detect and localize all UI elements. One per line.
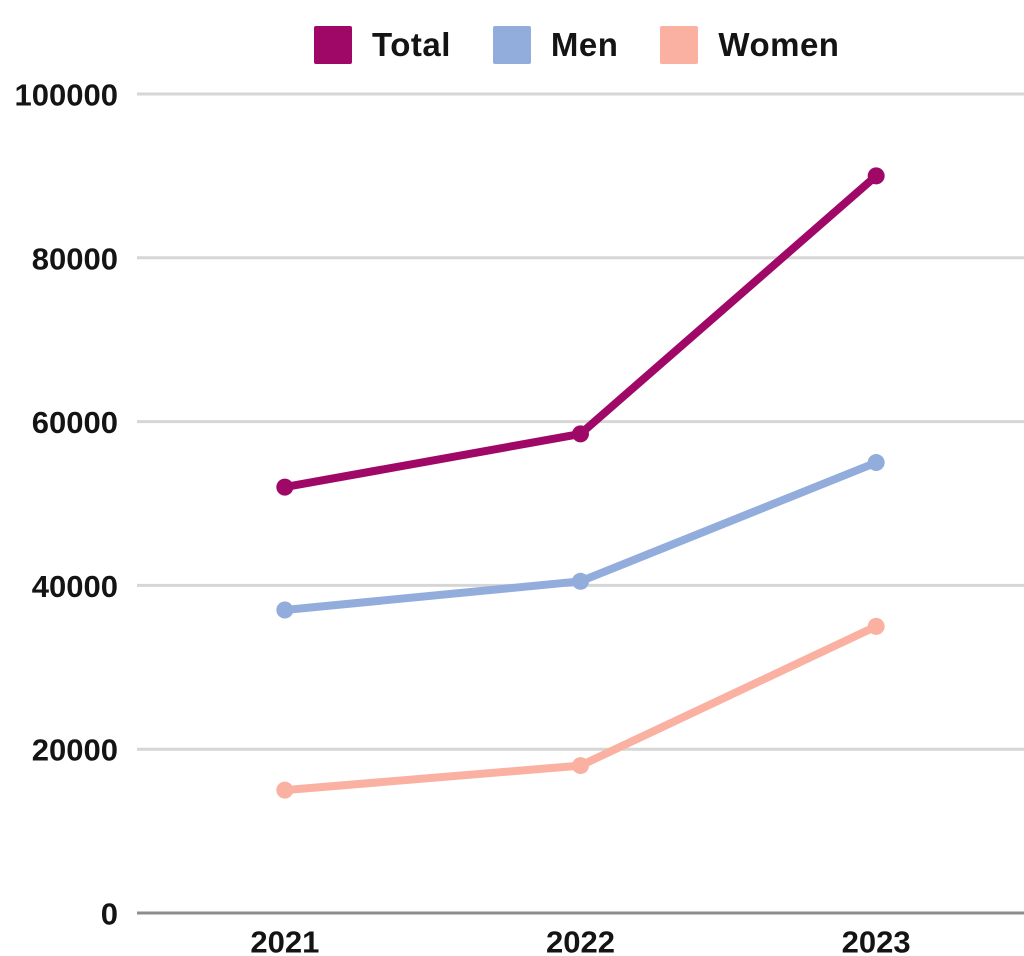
y-tick-label: 60000: [32, 405, 118, 440]
data-point-women-2023: [867, 617, 885, 635]
y-tick-label: 80000: [32, 241, 118, 276]
data-point-total-2023: [867, 167, 885, 185]
legend-item-total: Total: [314, 26, 451, 64]
y-tick-label: 40000: [32, 569, 118, 604]
data-point-men-2021: [276, 601, 294, 619]
legend-label-total: Total: [372, 26, 451, 63]
data-point-total-2021: [276, 478, 294, 496]
x-tick-label: 2021: [250, 925, 319, 956]
legend-swatch-total: [314, 26, 352, 64]
data-point-women-2021: [276, 781, 294, 799]
x-tick-label: 2022: [546, 925, 615, 956]
data-point-men-2022: [572, 572, 589, 590]
legend-swatch-women: [660, 26, 699, 64]
y-tick-label: 20000: [32, 733, 118, 768]
y-tick-label: 0: [101, 897, 118, 932]
legend-item-men: Men: [492, 26, 619, 64]
legend-label-men: Men: [550, 26, 619, 63]
legend-label-women: Women: [718, 26, 840, 63]
x-tick-label: 2023: [842, 925, 911, 956]
data-point-total-2022: [572, 425, 589, 443]
chart-legend: Total Men Women: [314, 26, 839, 64]
y-tick-label: 100000: [15, 78, 118, 113]
data-point-women-2022: [572, 757, 589, 775]
legend-item-women: Women: [660, 26, 839, 64]
legend-swatch-men: [492, 26, 531, 64]
data-point-men-2023: [867, 454, 885, 472]
